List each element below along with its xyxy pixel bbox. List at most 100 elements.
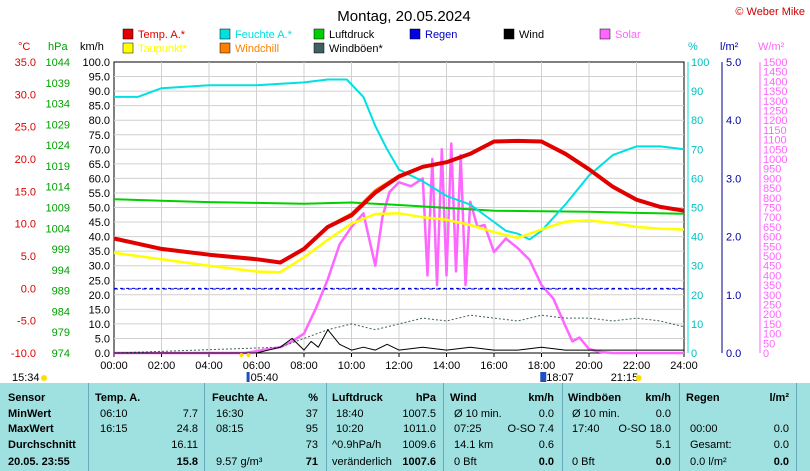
temp-tick-label: 35.0	[15, 57, 36, 69]
legend-label-1: Feuchte A.*	[235, 29, 293, 41]
solar-tick-label: 1200	[763, 115, 787, 127]
wind-value: 0.0	[538, 408, 554, 420]
pressure-value: 1009.6	[402, 439, 436, 451]
hpa-tick-label: 1039	[46, 78, 70, 90]
rain-tick-label: 4.0	[726, 115, 741, 127]
series-wind	[114, 329, 684, 354]
hpa-tick-label: 989	[52, 286, 70, 298]
pressure-time: 10:20	[336, 423, 364, 435]
x-tick-label: 02:00	[148, 360, 176, 372]
solar-tick-label: 1000	[763, 154, 787, 166]
hpa-tick-label: 994	[52, 265, 70, 277]
series-feuchte-a-	[114, 78, 685, 241]
x-tick-label: 24:00	[670, 360, 698, 372]
table-separator	[562, 383, 563, 471]
hpa-tick-label: 1014	[46, 182, 70, 194]
pressure-value: 1007.5	[402, 408, 436, 420]
wind-value: 0.0	[538, 456, 554, 468]
header-pressure-unit: hPa	[415, 392, 436, 404]
kmh-tick-label: 80.0	[89, 115, 110, 127]
header-rain-unit: l/m²	[769, 392, 789, 404]
kmh-tick-label: 30.0	[89, 261, 110, 273]
series-luftdruck	[113, 198, 685, 215]
solar-tick-label: 1400	[763, 76, 787, 88]
hum-tick-label: 100	[691, 57, 709, 69]
kmh-tick-label: 90.0	[89, 86, 110, 98]
legend-swatch-0	[122, 28, 134, 40]
legend-label-2: Luftdruck	[329, 29, 375, 41]
grid	[114, 62, 684, 353]
sun-marker-1	[239, 353, 244, 357]
rain-value: 0.0	[773, 423, 789, 435]
hum-tick-label: 90	[691, 86, 703, 98]
credit-text: © Weber Mike	[735, 6, 805, 18]
legend-swatch-5	[599, 28, 611, 40]
temp-time: 16:15	[100, 423, 128, 435]
hum-tick-label: 70	[691, 144, 703, 156]
sun-bar: 15:34 05:40 18:07 21:15	[12, 353, 642, 383]
x-tick-label: 06:00	[243, 360, 271, 372]
unit-label-2: km/h	[80, 41, 104, 53]
temp-tick-label: 20.0	[15, 154, 36, 166]
solar-tick-label: 50	[763, 338, 775, 350]
header-humidity: Feuchte A.	[212, 392, 268, 404]
solar-tick-label: 250	[763, 300, 781, 312]
temp-value: 24.8	[176, 423, 198, 435]
temp-value: 15.8	[176, 456, 198, 468]
unit-label-3: %	[688, 41, 698, 53]
humidity-abs: 9.57 g/m³	[216, 456, 263, 468]
moon-time-label: 18:07	[546, 372, 574, 383]
humidity-value: 95	[305, 423, 318, 435]
row-label: Durchschnitt	[8, 439, 76, 451]
kmh-tick-label: 35.0	[89, 246, 110, 258]
axis-units: °C hPa km/h% l/m² W/m²	[18, 41, 785, 53]
hum-tick-label: 40	[691, 232, 703, 244]
legend-label-3: Regen	[425, 29, 457, 41]
header-sensor: Sensor	[8, 392, 46, 404]
header-pressure: Luftdruck	[332, 392, 383, 404]
solar-tick-label: 800	[763, 193, 781, 205]
solar-tick-label: 300	[763, 290, 781, 302]
wind-info: Ø 10 min.	[454, 408, 502, 420]
hum-tick-label: 20	[691, 290, 703, 302]
rain-tick-label: 2.0	[726, 232, 741, 244]
hum-tick-label: 50	[691, 203, 703, 215]
header-rain: Regen	[686, 392, 720, 404]
rain-info: Gesamt:	[690, 439, 732, 451]
x-tick-label: 16:00	[480, 360, 508, 372]
kmh-tick-label: 55.0	[89, 188, 110, 200]
hum-tick-label: 80	[691, 115, 703, 127]
rain-info: 0.0 l/m²	[690, 456, 727, 468]
row-label: 20.05. 23:55	[8, 456, 70, 468]
legend-label-4: Wind	[519, 29, 544, 41]
kmh-tick-label: 65.0	[89, 159, 110, 171]
gust-info: 17:40	[572, 423, 600, 435]
solar-tick-label: 450	[763, 261, 781, 273]
temp-tick-label: 30.0	[15, 89, 36, 101]
header-humidity-unit: %	[308, 392, 318, 404]
hum-tick-label: 30	[691, 261, 703, 273]
solar-tick-label: 500	[763, 251, 781, 263]
unit-label-5: W/m²	[758, 41, 785, 53]
series-temp-a-	[113, 138, 685, 265]
legend-swatch-6	[122, 42, 134, 54]
solar-tick-label: 1150	[763, 125, 787, 137]
table-separator	[679, 383, 680, 471]
table-separator	[326, 383, 327, 471]
pressure-trend: ^0.9hPa/h	[332, 439, 382, 451]
humidity-value: 37	[305, 408, 318, 420]
solar-tick-label: 400	[763, 270, 781, 282]
x-tick-label: 20:00	[575, 360, 603, 372]
kmh-tick-label: 60.0	[89, 173, 110, 185]
solar-tick-label: 700	[763, 212, 781, 224]
hum-tick-label: 10	[691, 319, 703, 331]
wind-direction-value: O-SO 7.4	[507, 423, 554, 435]
kmh-tick-label: 95.0	[89, 72, 110, 84]
solar-tick-label: 900	[763, 173, 781, 185]
kmh-tick-label: 100.0	[82, 57, 110, 69]
table-separator	[204, 383, 205, 471]
x-tick-label: 00:00	[100, 360, 128, 372]
temp-value: 7.7	[182, 408, 198, 420]
hpa-tick-label: 1019	[46, 161, 70, 173]
x-tick-label: 08:00	[290, 360, 318, 372]
